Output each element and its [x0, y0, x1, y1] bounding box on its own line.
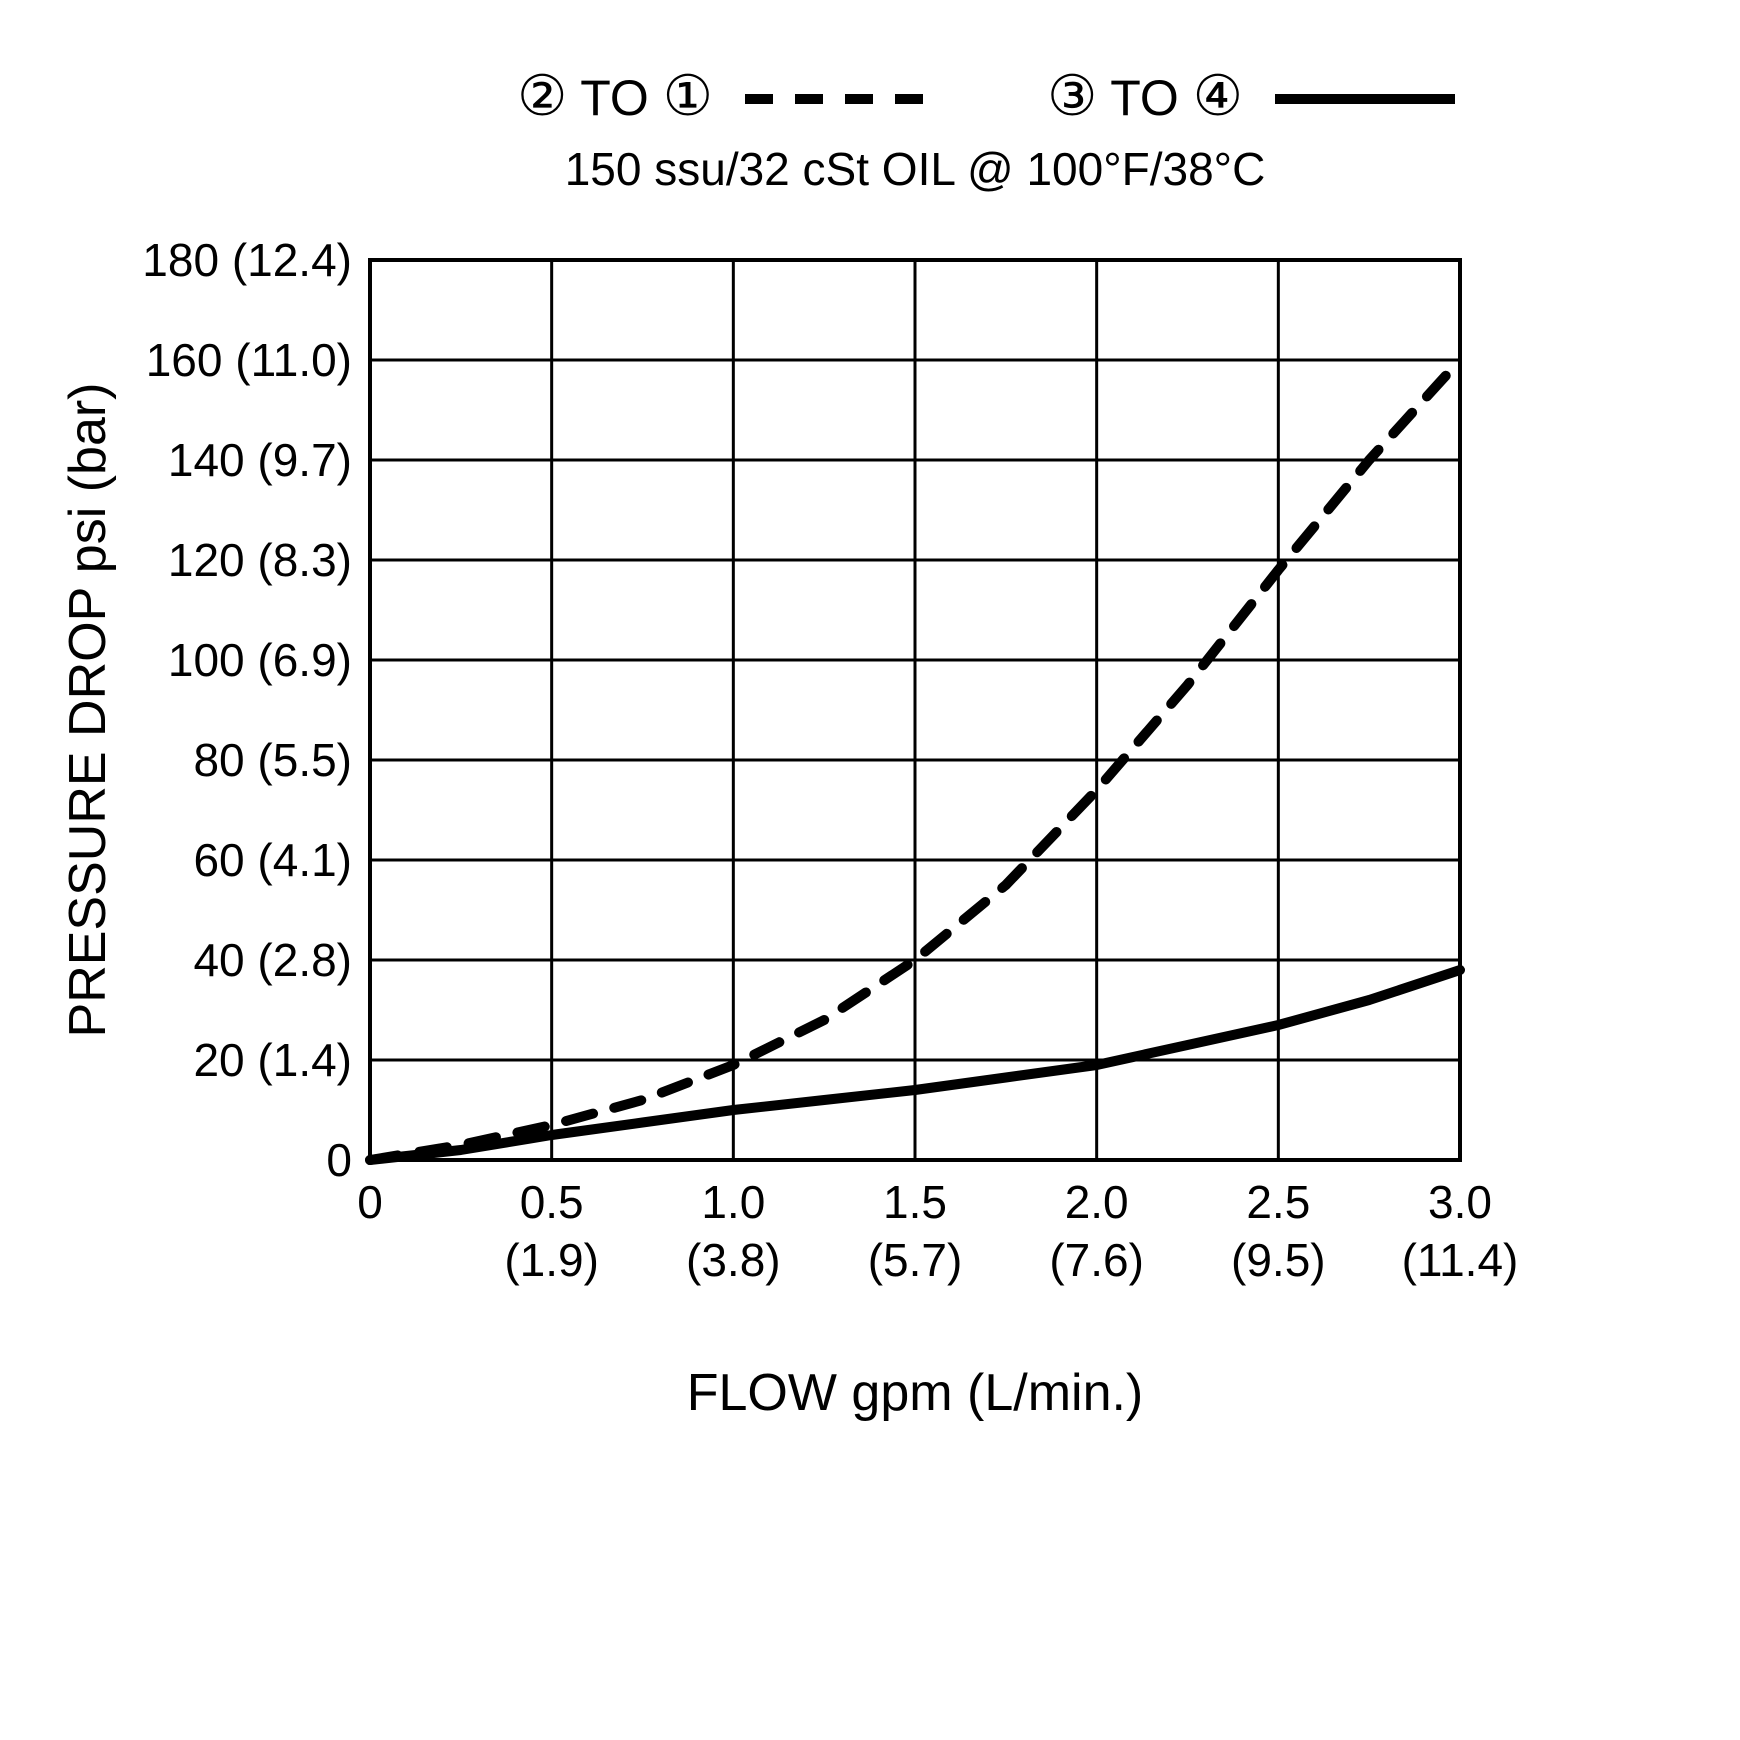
y-tick-label: 80 (5.5): [193, 734, 352, 786]
legend-label-series-b: ③ TO ④: [1047, 64, 1243, 127]
x-tick-label: 0.5: [520, 1176, 584, 1228]
x-tick-label: 2.5: [1246, 1176, 1310, 1228]
legend-label-series-a: ② TO ①: [517, 64, 713, 127]
chart-container: { "chart": { "type": "line", "background…: [0, 0, 1740, 1740]
y-tick-label: 20 (1.4): [193, 1034, 352, 1086]
y-tick-label: 140 (9.7): [168, 434, 352, 486]
x-tick-sublabel: (3.8): [686, 1234, 781, 1286]
y-tick-label: 180 (12.4): [142, 234, 352, 286]
y-tick-label: 60 (4.1): [193, 834, 352, 886]
x-tick-label: 3.0: [1428, 1176, 1492, 1228]
chart-subtitle: 150 ssu/32 cSt OIL @ 100°F/38°C: [565, 143, 1266, 195]
y-tick-label: 120 (8.3): [168, 534, 352, 586]
x-tick-sublabel: (11.4): [1402, 1234, 1519, 1286]
x-tick-sublabel: (7.6): [1049, 1234, 1144, 1286]
y-tick-label: 40 (2.8): [193, 934, 352, 986]
y-tick-label: 100 (6.9): [168, 634, 352, 686]
x-tick-label: 2.0: [1065, 1176, 1129, 1228]
y-tick-label: 0: [326, 1134, 352, 1186]
pressure-drop-chart: 0 20 (1.4) 40 (2.8) 60 (4.1) 80 (5.5) 100 (6.…: [0, 0, 1740, 1740]
legend: ② TO ① ③ TO ④ 150 ssu/32 cSt OIL @ 100°F/3…: [517, 64, 1455, 195]
x-tick-label: 0: [357, 1176, 383, 1228]
x-tick-label: 1.5: [883, 1176, 947, 1228]
x-tick-label: 1.0: [701, 1176, 765, 1228]
y-axis-label: PRESSURE DROP psi (bar): [59, 383, 117, 1038]
x-tick-sublabel: (9.5): [1231, 1234, 1326, 1286]
x-tick-sublabel: (5.7): [868, 1234, 963, 1286]
y-tick-label: 160 (11.0): [146, 334, 352, 386]
x-tick-sublabel: (1.9): [504, 1234, 599, 1286]
x-axis-label: FLOW gpm (L/min.): [687, 1364, 1144, 1422]
